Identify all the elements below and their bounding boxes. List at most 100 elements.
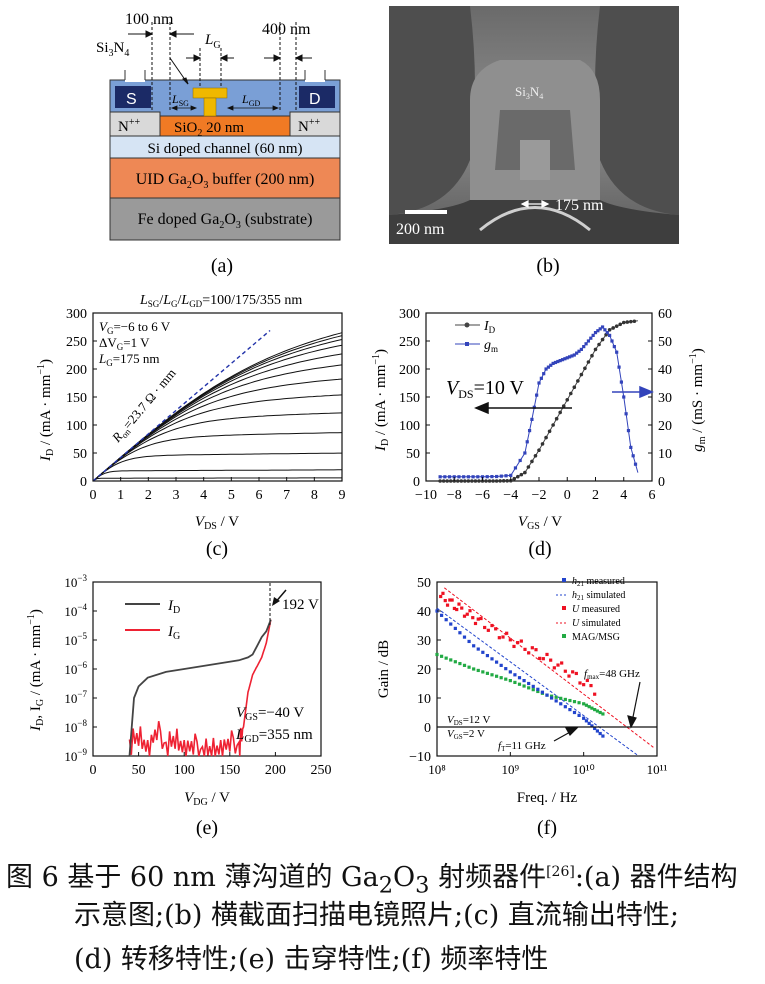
- dim-400nm: 400 nm: [262, 21, 311, 38]
- e-ytick-base: 10: [64, 633, 77, 648]
- f-ytick-label: 0: [424, 721, 431, 736]
- d-gm-point: [619, 380, 623, 384]
- d-gm-point: [513, 466, 518, 470]
- f-mag-point: [601, 712, 605, 716]
- d-id-point: [558, 410, 562, 415]
- panel-label-e: (e): [196, 817, 218, 839]
- f-mag-point: [590, 706, 594, 710]
- c-curve: [92, 469, 342, 482]
- svg-text:IG: IG: [167, 624, 180, 642]
- svg-text:gm: gm: [484, 338, 498, 354]
- d-gm-point: [476, 475, 480, 479]
- panel-label-c: (c): [206, 538, 228, 560]
- f-mag-point: [522, 684, 526, 688]
- f-mag-point: [485, 671, 490, 675]
- f-h21-point: [577, 713, 581, 717]
- f-ft-label: fT=11 GHz: [498, 740, 546, 753]
- d-ytick-left-label: 100: [399, 419, 420, 434]
- e-ytick-exp: −6: [77, 660, 87, 670]
- f-mag-point: [462, 663, 467, 667]
- f-h21-point: [582, 716, 586, 720]
- e-ylabel: ID, IG / (mA · mm−1): [26, 609, 46, 732]
- f-mag-point: [593, 708, 597, 712]
- f-u-point: [567, 674, 571, 678]
- d-id-point: [583, 366, 587, 371]
- f-h21-point: [481, 650, 485, 654]
- d-id-point: [586, 360, 591, 364]
- svg-text:192 V: 192 V: [282, 597, 319, 613]
- panel-label-b: (b): [536, 255, 559, 277]
- f-u-point: [563, 669, 567, 673]
- d-xtick-label: −2: [532, 488, 547, 503]
- d-legend: ID gm: [455, 319, 498, 354]
- d-id-point: [477, 479, 481, 483]
- f-u-point: [494, 627, 498, 631]
- f-u-point: [534, 648, 538, 652]
- d-gm-point: [603, 328, 607, 332]
- f-u-point: [530, 646, 534, 650]
- d-gm-point: [551, 361, 555, 365]
- e-ytick-exp: −8: [77, 718, 87, 728]
- f-u-point: [455, 607, 459, 612]
- f-u-point: [582, 683, 586, 687]
- f-mag-point: [499, 676, 503, 680]
- e-ytick-exp: −3: [77, 573, 87, 583]
- c-ann-dvg: ΔVG=1 V: [99, 335, 150, 352]
- f-h21-point: [540, 690, 545, 694]
- d-id-point: [568, 391, 573, 396]
- f-u-point: [505, 631, 509, 635]
- d-id-point: [441, 479, 446, 483]
- d-gm-point: [530, 417, 534, 421]
- f-h21-point: [458, 631, 462, 635]
- f-u-point: [560, 661, 564, 665]
- c-xtick-label: 5: [228, 488, 235, 503]
- dim-lg: LG: [204, 32, 221, 51]
- d-id-point: [540, 442, 545, 446]
- d-xtick-label: 0: [564, 488, 571, 503]
- f-mag-point: [577, 701, 581, 705]
- f-curves: [435, 587, 654, 757]
- f-u-point: [439, 594, 443, 599]
- f-u-point: [527, 651, 531, 655]
- f-mag-point: [435, 652, 439, 657]
- c-ylabel: ID / (mA · mm−1): [36, 359, 56, 462]
- e-ytick-label: 10−5: [64, 631, 87, 648]
- d-id-point: [576, 379, 580, 383]
- d-id-point: [516, 474, 520, 479]
- d-id-point: [551, 423, 555, 427]
- d-xlabel: VGS / V: [518, 514, 562, 532]
- e-ytick-label: 10−4: [64, 602, 87, 619]
- d-id-point: [445, 479, 449, 483]
- label-si3n4: Si3N4: [96, 40, 129, 59]
- d-gm-point: [560, 358, 565, 362]
- c-curve: [92, 452, 342, 482]
- d-id-point: [498, 479, 502, 483]
- e-ytick-base: 10: [64, 575, 77, 590]
- d-gm-point: [612, 345, 616, 349]
- d-gm-point: [539, 376, 543, 380]
- source-contact: [115, 86, 151, 108]
- d-id-point: [484, 479, 488, 483]
- d-gm-point: [622, 395, 626, 399]
- f-u-point: [465, 612, 469, 616]
- d-ytick-right-label: 20: [658, 419, 672, 434]
- e-ytick-exp: −4: [77, 602, 87, 612]
- d-id-point: [565, 398, 570, 402]
- d-xtick-label: −8: [447, 488, 462, 503]
- f-u-point: [462, 614, 467, 618]
- f-u-point: [585, 678, 589, 683]
- d-gm-point: [598, 327, 602, 331]
- svg-text:h21 measured: h21 measured: [572, 576, 625, 588]
- f-u-point: [448, 598, 452, 602]
- c-xtick-label: 8: [311, 488, 318, 503]
- d-gm-point: [605, 331, 609, 335]
- f-h21-point: [522, 679, 526, 683]
- c-ann-vg: VG=−6 to 6 V: [99, 319, 171, 336]
- c-curve: [92, 394, 343, 482]
- f-h21-point: [545, 693, 549, 697]
- d-id-point: [491, 479, 495, 483]
- f-h21-point: [584, 719, 589, 723]
- f-h21-point: [593, 726, 597, 731]
- d-id-point: [533, 454, 538, 458]
- caption-line-3: (d) 转移特性;(e) 击穿特性;(f) 频率特性: [74, 944, 549, 975]
